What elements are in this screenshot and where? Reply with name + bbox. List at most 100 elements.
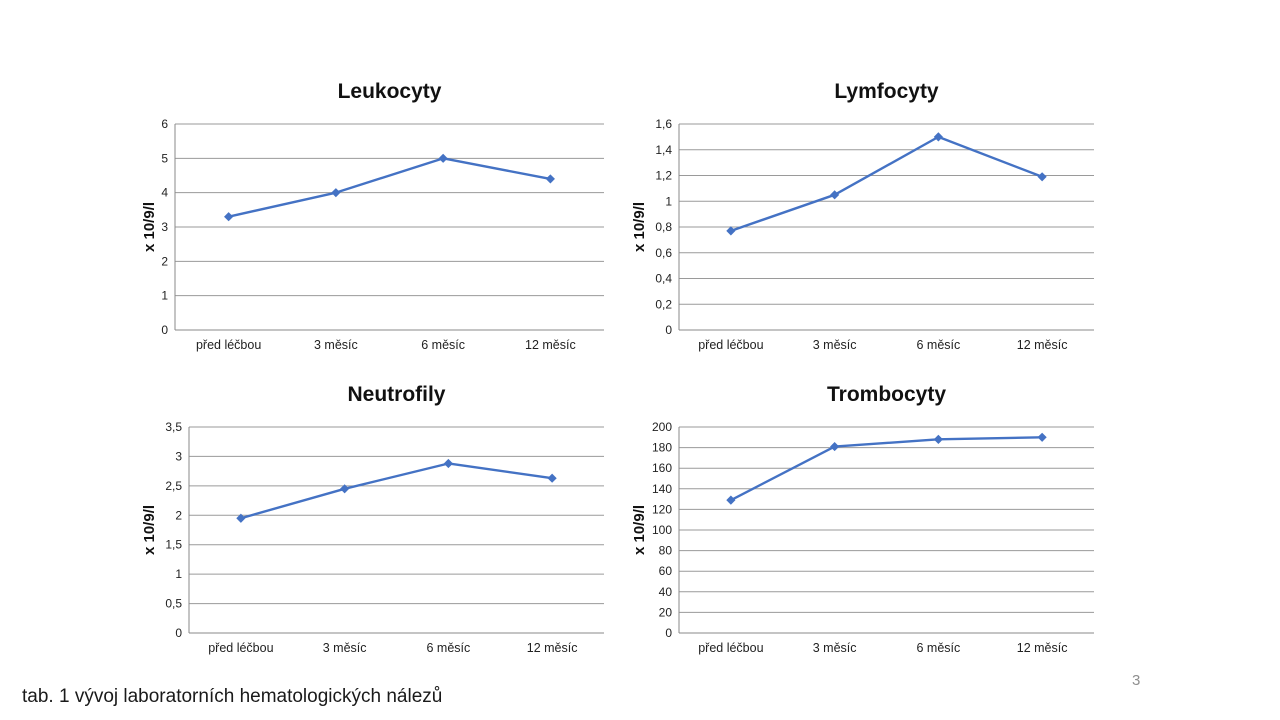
chart-title: Trombocyty (827, 383, 946, 406)
y-axis-title: x 10/9/l (141, 202, 158, 252)
data-point (830, 190, 840, 200)
y-axis-title: x 10/9/l (141, 505, 158, 555)
svg-text:80: 80 (659, 544, 673, 558)
svg-text:1,4: 1,4 (655, 143, 672, 157)
svg-text:6 měsíc: 6 měsíc (916, 338, 960, 352)
svg-text:0,5: 0,5 (165, 597, 182, 611)
svg-text:1,6: 1,6 (655, 117, 672, 131)
data-point (545, 174, 555, 184)
svg-text:0,8: 0,8 (655, 220, 672, 234)
svg-text:20: 20 (659, 605, 673, 619)
svg-text:12 měsíc: 12 měsíc (525, 338, 576, 352)
data-point (443, 458, 453, 469)
svg-text:6 měsíc: 6 měsíc (426, 641, 470, 655)
svg-text:12 měsíc: 12 měsíc (527, 641, 578, 655)
svg-text:3 měsíc: 3 měsíc (323, 641, 367, 655)
data-points (726, 132, 1047, 236)
svg-text:1,5: 1,5 (165, 538, 182, 552)
svg-text:před léčbou: před léčbou (208, 641, 273, 655)
svg-text:12 měsíc: 12 měsíc (1017, 641, 1068, 655)
svg-text:100: 100 (652, 523, 672, 537)
page-number: 3 (1132, 672, 1141, 689)
svg-text:1: 1 (665, 194, 672, 208)
y-tick-labels: 0 0,2 0,4 0,6 0,8 1 1,2 1,4 1,6 (655, 117, 672, 337)
svg-text:před léčbou: před léčbou (196, 338, 261, 352)
chart-svg: Neutrofily x 10/9/l 0 0,5 1 1,5 2 2,5 3 3,5 před l… (141, 383, 604, 655)
svg-text:0: 0 (665, 626, 672, 640)
gridlines (175, 123, 604, 331)
svg-text:120: 120 (652, 502, 672, 516)
chart-trombocyty: Trombocyty x 10/9/l 0 20 40 60 80 100 120 140 160 1… (630, 375, 1110, 670)
svg-text:0,2: 0,2 (655, 297, 672, 311)
x-category-labels: před léčbou 3 měsíc 6 měsíc 12 měsíc (208, 641, 577, 655)
svg-text:180: 180 (652, 441, 672, 455)
slide-caption: tab. 1 vývoj laboratorních hematologický… (22, 686, 443, 707)
x-category-labels: před léčbou 3 měsíc 6 měsíc 12 měsíc (698, 338, 1067, 352)
data-point (726, 495, 736, 505)
svg-text:140: 140 (652, 482, 672, 496)
series-line (239, 462, 554, 520)
svg-text:4: 4 (161, 186, 168, 200)
svg-text:3 měsíc: 3 měsíc (813, 641, 857, 655)
chart-neutrofily: Neutrofily x 10/9/l 0 0,5 1 1,5 2 2,5 3 3,5 před l… (140, 375, 620, 670)
svg-text:200: 200 (652, 420, 672, 434)
data-point (1037, 432, 1047, 442)
y-tick-labels: 0 0,5 1 1,5 2 2,5 3 3,5 (165, 420, 182, 640)
x-category-labels: před léčbou 3 měsíc 6 měsíc 12 měsíc (698, 641, 1067, 655)
svg-text:2: 2 (175, 508, 182, 522)
svg-text:1: 1 (175, 567, 182, 581)
data-point (224, 212, 234, 222)
series-line (227, 157, 552, 218)
data-points (236, 458, 557, 523)
svg-text:0: 0 (161, 323, 168, 337)
data-point (236, 513, 246, 523)
chart-title: Neutrofily (347, 383, 445, 406)
series-line (729, 436, 1044, 502)
svg-text:1,2: 1,2 (655, 169, 672, 183)
y-tick-labels: 0 20 40 60 80 100 120 140 160 180 200 (652, 420, 672, 640)
gridlines (679, 123, 1094, 331)
svg-text:3 měsíc: 3 měsíc (813, 338, 857, 352)
svg-text:1: 1 (161, 289, 168, 303)
chart-svg: Lymfocyty x 10/9/l 0 0,2 0,4 0,6 0,8 1 1,2 1,4 1,6… (631, 80, 1094, 352)
y-axis-title: x 10/9/l (631, 505, 648, 555)
data-point (438, 153, 448, 163)
svg-text:60: 60 (659, 564, 673, 578)
chart-svg: Leukocyty x 10/9/l 0 1 2 3 4 5 6 před léčbou 3 měs… (141, 80, 604, 352)
svg-text:12 měsíc: 12 měsíc (1017, 338, 1068, 352)
gridlines (679, 426, 1094, 634)
data-point (331, 188, 341, 198)
svg-text:6: 6 (161, 117, 168, 131)
svg-text:160: 160 (652, 461, 672, 475)
data-point (547, 473, 557, 483)
svg-text:0: 0 (665, 323, 672, 337)
x-category-labels: před léčbou 3 měsíc 6 měsíc 12 měsíc (196, 338, 576, 352)
data-points (224, 153, 555, 222)
svg-text:3 měsíc: 3 měsíc (314, 338, 358, 352)
svg-text:6 měsíc: 6 měsíc (916, 641, 960, 655)
chart-svg: Trombocyty x 10/9/l 0 20 40 60 80 100 120 140 160 1… (631, 383, 1094, 655)
data-point (726, 226, 736, 236)
svg-text:0,4: 0,4 (655, 272, 672, 286)
y-axis-title: x 10/9/l (631, 202, 648, 252)
svg-text:2: 2 (161, 254, 168, 268)
svg-text:2,5: 2,5 (165, 479, 182, 493)
y-tick-labels: 0 1 2 3 4 5 6 (161, 117, 168, 337)
svg-text:3: 3 (175, 449, 182, 463)
chart-leukocyty: Leukocyty x 10/9/l 0 1 2 3 4 5 6 před léčbou 3 měs… (140, 72, 620, 367)
data-point (933, 132, 943, 142)
series-line (729, 135, 1044, 233)
chart-title: Leukocyty (338, 80, 442, 103)
svg-text:5: 5 (161, 151, 168, 165)
data-point (830, 441, 840, 452)
svg-text:3,5: 3,5 (165, 420, 182, 434)
svg-text:40: 40 (659, 585, 673, 599)
chart-lymfocyty: Lymfocyty x 10/9/l 0 0,2 0,4 0,6 0,8 1 1,2 1,4 1,6… (630, 72, 1110, 367)
svg-text:0: 0 (175, 626, 182, 640)
svg-text:3: 3 (161, 220, 168, 234)
data-point (1037, 172, 1047, 182)
svg-text:0,6: 0,6 (655, 246, 672, 260)
data-point (340, 484, 350, 494)
data-point (933, 434, 943, 444)
